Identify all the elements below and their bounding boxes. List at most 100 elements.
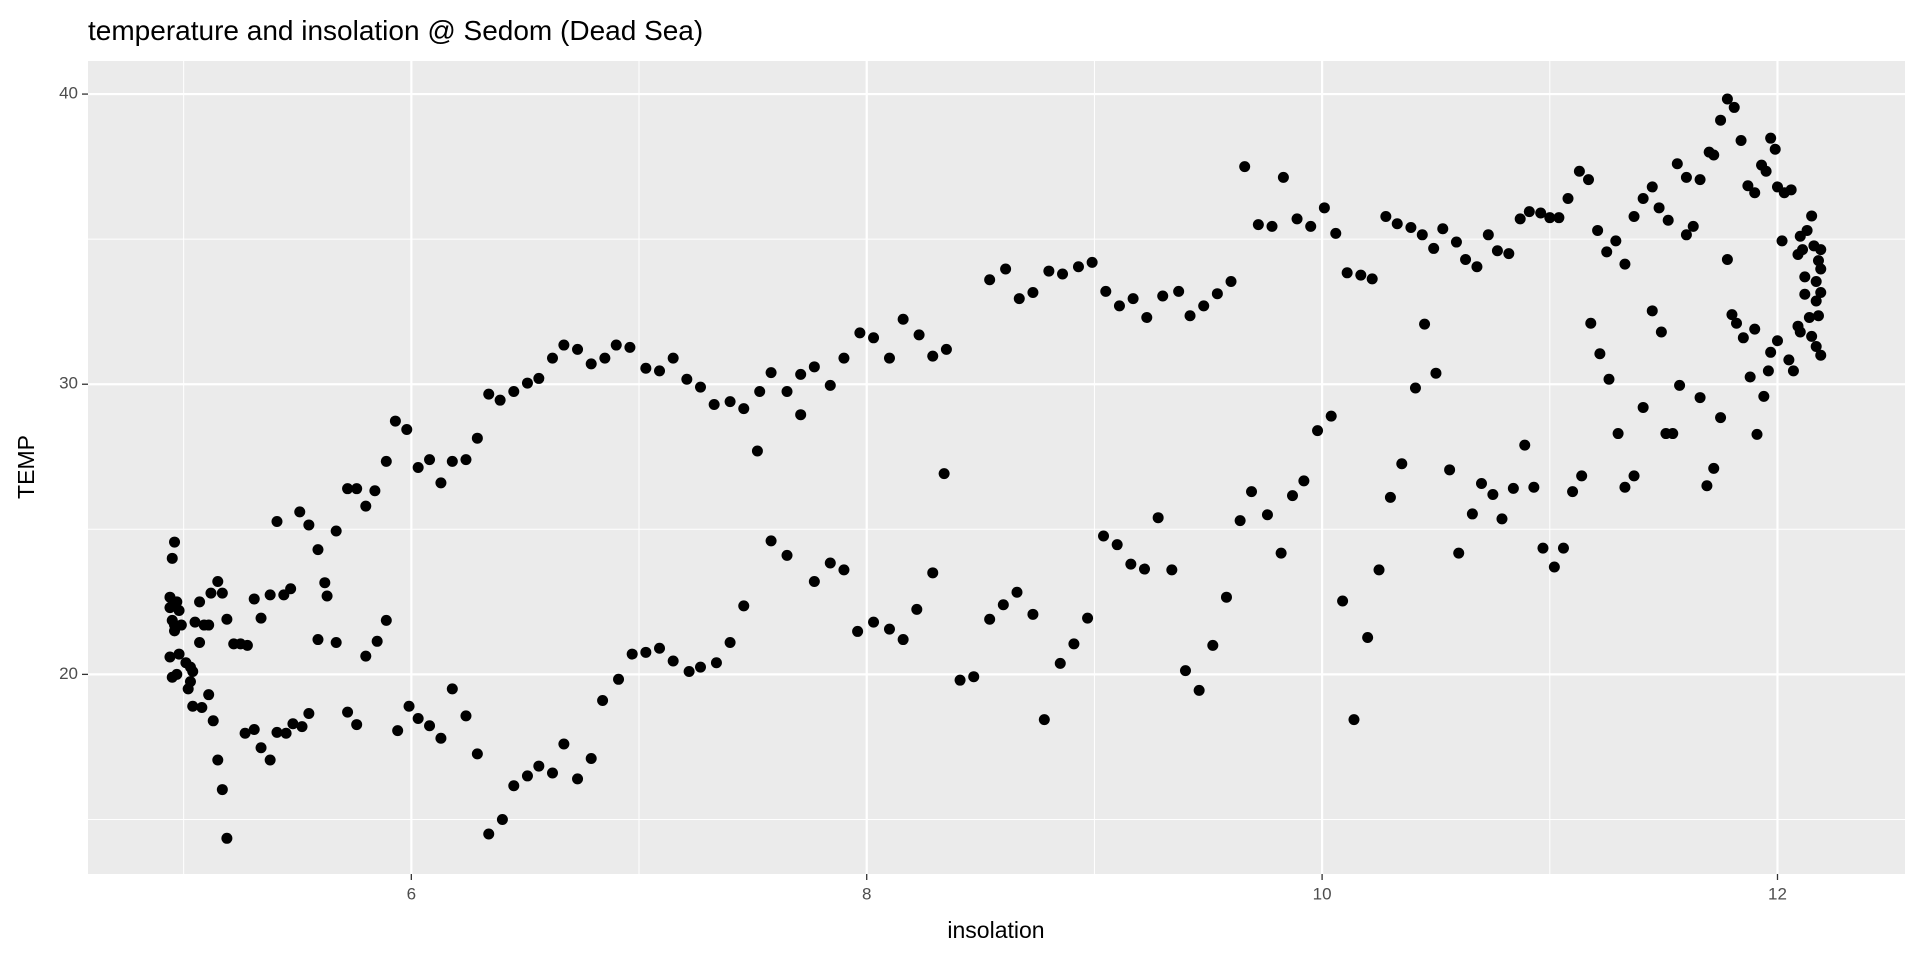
- point: [203, 689, 215, 701]
- point: [546, 352, 558, 364]
- point: [1068, 638, 1080, 650]
- point: [1744, 371, 1756, 383]
- point: [1312, 425, 1324, 437]
- point: [164, 651, 176, 663]
- point: [1298, 475, 1310, 487]
- point: [424, 454, 436, 466]
- point: [1528, 481, 1540, 493]
- y-tick-label: 40: [59, 84, 78, 103]
- point: [572, 343, 584, 355]
- x-tick-label: 6: [407, 884, 416, 903]
- point: [173, 605, 185, 617]
- point: [1758, 390, 1770, 402]
- point: [667, 352, 679, 364]
- point: [1765, 346, 1777, 358]
- point: [708, 399, 720, 411]
- point: [781, 385, 793, 397]
- point: [572, 773, 584, 785]
- point: [412, 462, 424, 473]
- point: [897, 313, 909, 325]
- point: [1152, 512, 1164, 524]
- point: [1760, 165, 1772, 177]
- point: [203, 619, 215, 631]
- point: [1341, 267, 1353, 279]
- point: [285, 583, 297, 595]
- point: [342, 706, 354, 718]
- point: [496, 813, 508, 825]
- point: [264, 589, 276, 601]
- point: [838, 564, 850, 576]
- point: [852, 625, 864, 637]
- point: [330, 636, 342, 648]
- point: [533, 372, 545, 384]
- point: [1783, 354, 1795, 366]
- point: [1507, 482, 1519, 494]
- point: [1628, 470, 1640, 482]
- point: [1380, 211, 1392, 223]
- point: [765, 367, 777, 379]
- point: [312, 544, 324, 556]
- point: [1157, 290, 1169, 302]
- point: [1127, 293, 1139, 305]
- point: [613, 673, 625, 685]
- point: [342, 483, 354, 495]
- point: [521, 770, 533, 782]
- point: [1585, 317, 1597, 329]
- point: [1141, 311, 1153, 323]
- point: [1405, 222, 1417, 234]
- point: [968, 671, 980, 683]
- point: [1771, 335, 1783, 347]
- point: [1637, 401, 1649, 413]
- point: [1428, 242, 1440, 254]
- x-tick-label: 10: [1313, 884, 1332, 903]
- point: [221, 832, 233, 844]
- point: [1409, 382, 1421, 394]
- y-tick-label: 20: [59, 664, 78, 683]
- point: [1815, 244, 1827, 256]
- point: [1234, 515, 1246, 527]
- point: [212, 576, 224, 588]
- point: [640, 362, 652, 374]
- point: [435, 732, 447, 744]
- point: [624, 341, 636, 353]
- point: [911, 603, 923, 615]
- point: [1482, 229, 1494, 241]
- point: [1799, 288, 1811, 300]
- point: [1680, 171, 1692, 183]
- point: [1749, 323, 1761, 335]
- point: [1701, 480, 1713, 492]
- point: [1567, 486, 1579, 498]
- point: [1610, 235, 1622, 247]
- point: [667, 655, 679, 667]
- point: [471, 748, 483, 760]
- point: [1384, 491, 1396, 503]
- point: [533, 760, 545, 772]
- point: [1211, 288, 1223, 300]
- point: [1619, 481, 1631, 493]
- point: [1287, 490, 1299, 502]
- point: [460, 454, 472, 466]
- point: [1193, 684, 1205, 696]
- point: [1013, 293, 1025, 305]
- point: [1514, 213, 1526, 225]
- point: [255, 742, 267, 754]
- point: [1535, 207, 1547, 219]
- point: [1653, 202, 1665, 214]
- point: [248, 724, 260, 736]
- point: [389, 415, 401, 427]
- point: [1721, 93, 1733, 105]
- point: [1373, 564, 1385, 576]
- point: [1810, 341, 1822, 353]
- point: [1749, 187, 1761, 199]
- point: [296, 721, 308, 733]
- point: [483, 388, 495, 400]
- point: [1726, 309, 1738, 321]
- point: [166, 552, 178, 564]
- point: [1662, 214, 1674, 226]
- point: [754, 385, 766, 397]
- point: [1812, 310, 1824, 322]
- point: [380, 614, 392, 626]
- point: [1646, 305, 1658, 317]
- point: [1815, 287, 1827, 299]
- point: [1166, 564, 1178, 576]
